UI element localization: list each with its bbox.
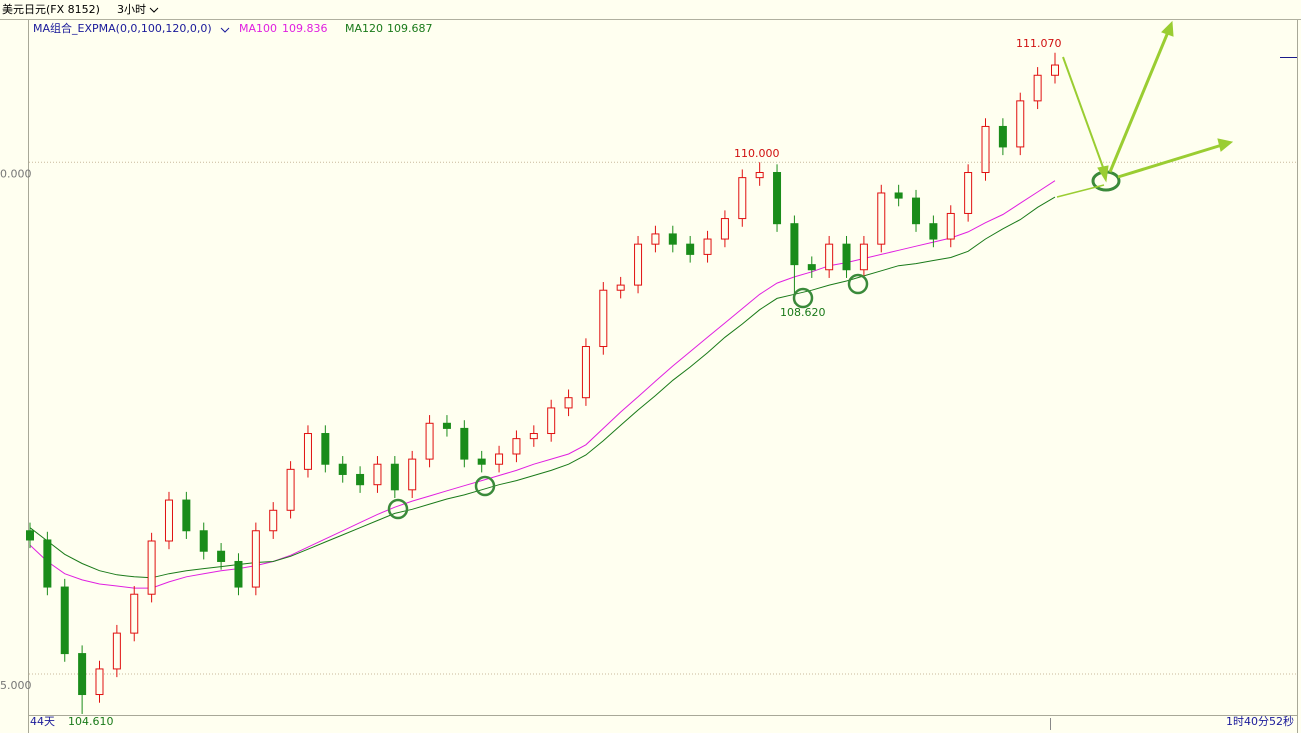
candle-body <box>755 172 764 179</box>
candle-body <box>217 550 226 562</box>
arrow <box>1117 143 1223 179</box>
candle-body <box>877 192 886 245</box>
drawings <box>387 20 1234 520</box>
candle-body <box>147 540 156 595</box>
high-label: 111.070 <box>1016 37 1062 50</box>
candle-body <box>43 539 52 588</box>
candle-body <box>60 586 69 655</box>
candle-body <box>842 243 851 271</box>
candle-body <box>425 422 434 460</box>
candle-body <box>95 668 104 696</box>
candle-body <box>894 192 903 199</box>
period-selector[interactable]: 3小时 <box>117 3 146 16</box>
days-label: 44天 <box>30 715 55 728</box>
candle-body <box>773 172 782 225</box>
candle-body <box>286 468 295 511</box>
candle-body <box>1051 64 1059 76</box>
candle-body <box>373 463 382 486</box>
candle-body <box>390 463 399 491</box>
low-label: 108.620 <box>780 306 826 319</box>
candle-body <box>790 223 799 266</box>
candle-body <box>964 172 973 214</box>
candle-body <box>929 223 938 240</box>
indicator-name[interactable]: MA组合_EXPMA(0,0,100,120,0,0) <box>33 21 212 35</box>
circle-marker <box>792 287 814 309</box>
trend-line <box>1056 184 1105 198</box>
dropdown-icon[interactable] <box>149 7 159 13</box>
candle-body <box>634 243 643 286</box>
candle-body <box>251 530 260 588</box>
candle-body <box>807 264 816 271</box>
arrow <box>1108 31 1170 173</box>
candle-body <box>130 593 139 634</box>
dropdown-icon[interactable] <box>220 27 230 33</box>
candle-body <box>581 346 590 399</box>
candle-body <box>442 422 451 429</box>
candle-body <box>564 397 573 409</box>
candle-body <box>599 289 608 348</box>
y-tick-label: 5.000 <box>0 679 32 692</box>
chart-title: 美元日元(FX 8152) <box>2 3 100 16</box>
candle-body <box>164 499 173 542</box>
candle-body <box>303 433 312 470</box>
candle-body <box>651 233 660 245</box>
plot: 0.000 5.000 <box>0 52 1297 714</box>
candle-body <box>825 243 834 271</box>
candle-body <box>182 499 191 532</box>
y-tick-label: 0.000 <box>0 167 32 180</box>
candle-body <box>495 453 504 465</box>
candle-body <box>912 197 921 225</box>
candle-body <box>738 177 747 220</box>
candle-body <box>408 458 417 491</box>
candle-body <box>512 438 521 455</box>
candle-body <box>720 218 729 240</box>
ma-line <box>29 180 1056 589</box>
candle-body <box>859 243 868 271</box>
candle-body <box>26 530 34 541</box>
candle-body <box>460 427 469 460</box>
candle-body <box>112 632 121 670</box>
arrow <box>1062 56 1105 171</box>
candle-body <box>477 458 486 465</box>
candle-body <box>356 473 365 486</box>
candle-body <box>338 463 347 475</box>
candle-body <box>998 125 1007 148</box>
candle-body <box>1033 74 1042 102</box>
legend-value: 109.687 <box>387 22 433 35</box>
arrow-head <box>1217 138 1234 152</box>
high-label: 110.000 <box>734 147 780 160</box>
legend-value: 109.836 <box>282 22 328 35</box>
candle-body <box>686 243 695 255</box>
circle-marker <box>387 498 409 520</box>
candle-body <box>981 125 990 174</box>
candle-body <box>703 238 712 255</box>
arrow-head <box>1097 165 1109 183</box>
low-label: 104.610 <box>68 715 114 728</box>
candle-body <box>547 407 556 435</box>
candle-body <box>321 433 330 465</box>
candle-body <box>616 284 625 291</box>
legend-name: MA100 <box>239 22 277 35</box>
circle-marker <box>847 273 869 295</box>
legend-name: MA120 <box>345 22 383 35</box>
candle-body <box>234 560 243 588</box>
candle-body <box>668 233 677 245</box>
candle-body <box>269 509 278 532</box>
candle-body <box>78 653 87 696</box>
candle-body <box>946 212 955 240</box>
ma-line <box>29 196 1056 579</box>
candle-body <box>529 433 538 440</box>
circle-marker <box>474 475 496 497</box>
candle-body <box>199 530 208 552</box>
arrow-head <box>1161 20 1174 37</box>
candle-body <box>1016 100 1025 148</box>
countdown: 1时40分52秒 <box>1226 714 1294 728</box>
